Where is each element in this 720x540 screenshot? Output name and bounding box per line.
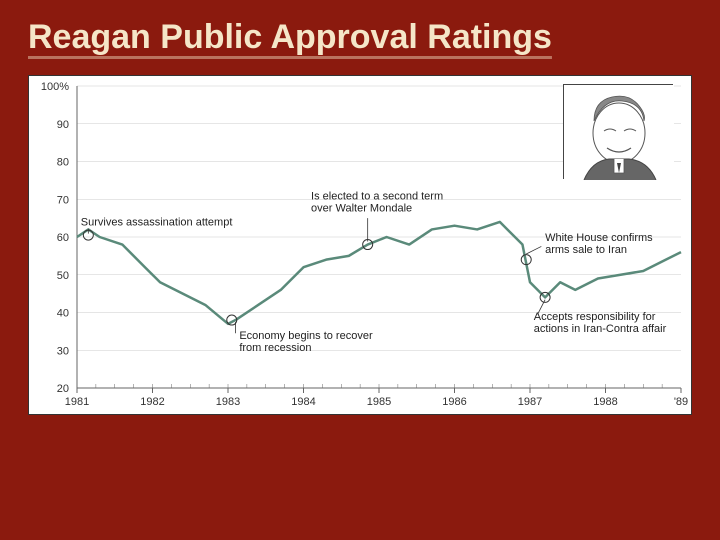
reagan-portrait: [563, 84, 673, 179]
annot-text-iran-contra: actions in Iran-Contra affair: [534, 323, 667, 335]
annot-leader-arms-sale: [526, 246, 541, 254]
annot-text-iran-contra: Accepts responsibility for: [534, 311, 656, 323]
portrait-icon: [564, 85, 674, 180]
ytick-label: 80: [57, 157, 69, 169]
ytick-label: 40: [57, 308, 69, 320]
annot-text-second-term: over Walter Mondale: [311, 202, 412, 214]
ytick-label: 70: [57, 194, 69, 206]
annot-text-recession: Economy begins to recover: [239, 330, 373, 342]
page-title: Reagan Public Approval Ratings: [28, 18, 692, 57]
ytick-label: 60: [57, 232, 69, 244]
ytick-label: 50: [57, 270, 69, 282]
xtick-label: 1986: [442, 396, 466, 408]
approval-chart: 100% 90 80 70 60 50 40 30 201981 1982 1983 1984 1985…: [28, 75, 692, 415]
annot-text-assassination: Survives assassination attempt: [81, 217, 233, 229]
annot-text-second-term: Is elected to a second term: [311, 190, 443, 202]
xtick-label: 1984: [291, 396, 315, 408]
ytick-label: 100%: [41, 81, 69, 93]
ytick-label: 20: [57, 383, 69, 395]
xtick-label: 1987: [518, 396, 542, 408]
xtick-label: 1981: [65, 396, 89, 408]
xtick-label: '89: [674, 396, 688, 408]
xtick-label: 1983: [216, 396, 240, 408]
xtick-label: 1988: [593, 396, 617, 408]
ytick-label: 30: [57, 345, 69, 357]
annot-text-arms-sale: White House confirms: [545, 232, 653, 244]
slide: Reagan Public Approval Ratings 100% 90 80 7…: [0, 0, 720, 540]
annot-text-recession: from recession: [239, 342, 311, 354]
annot-text-arms-sale: arms sale to Iran: [545, 244, 627, 256]
ytick-label: 90: [57, 119, 69, 131]
xtick-label: 1985: [367, 396, 391, 408]
xtick-label: 1982: [140, 396, 164, 408]
